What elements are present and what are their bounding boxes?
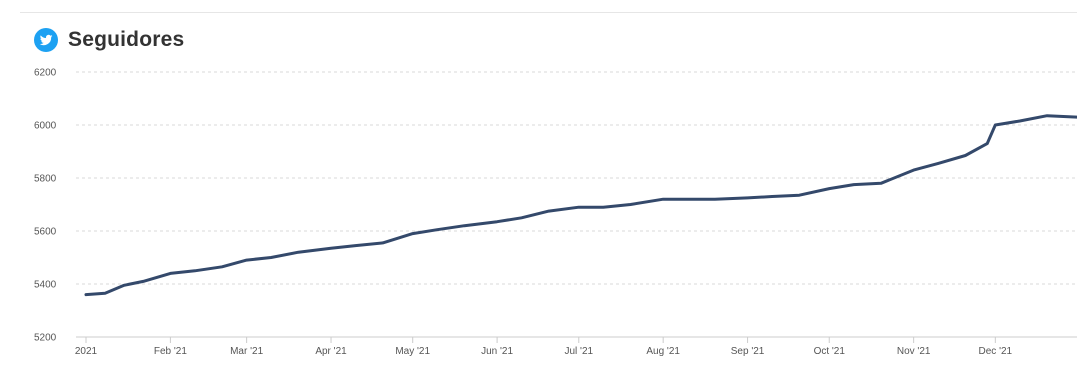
x-tick-label: Jul '21 xyxy=(564,346,593,357)
chart-header: Seguidores xyxy=(34,28,184,52)
x-tick-label: Jun '21 xyxy=(481,346,513,357)
series-line xyxy=(84,114,1077,297)
y-tick-label: 6200 xyxy=(34,68,57,79)
x-tick-label: Sep '21 xyxy=(731,346,765,357)
top-divider xyxy=(20,12,1077,13)
y-tick-label: 5400 xyxy=(34,280,57,291)
grid-lines xyxy=(76,71,1077,285)
y-tick-label: 5800 xyxy=(34,174,57,185)
x-tick-label: Nov '21 xyxy=(897,346,931,357)
x-axis-labels: 2021 Feb '21 Mar '21 Apr '21 May '21 Jun '21 J… xyxy=(75,337,1013,357)
y-tick-label: 5600 xyxy=(34,227,57,238)
series-layer xyxy=(84,114,1077,297)
x-tick-label: Dec '21 xyxy=(979,346,1013,357)
y-tick-label: 5200 xyxy=(34,333,57,344)
x-tick-label: Feb '21 xyxy=(154,346,187,357)
y-axis: 5200 5400 5600 5800 6000 6200 xyxy=(34,68,57,344)
twitter-bird-icon xyxy=(34,28,58,52)
x-tick-label: 2021 xyxy=(75,346,98,357)
chart-title: Seguidores xyxy=(68,28,185,51)
x-tick-label: May '21 xyxy=(395,346,430,357)
x-tick-label: Apr '21 xyxy=(315,346,347,357)
y-tick-label: 6000 xyxy=(34,121,57,132)
x-tick-label: Aug '21 xyxy=(646,346,680,357)
x-tick-label: Oct '21 xyxy=(814,346,846,357)
x-tick-label: Mar '21 xyxy=(230,346,263,357)
